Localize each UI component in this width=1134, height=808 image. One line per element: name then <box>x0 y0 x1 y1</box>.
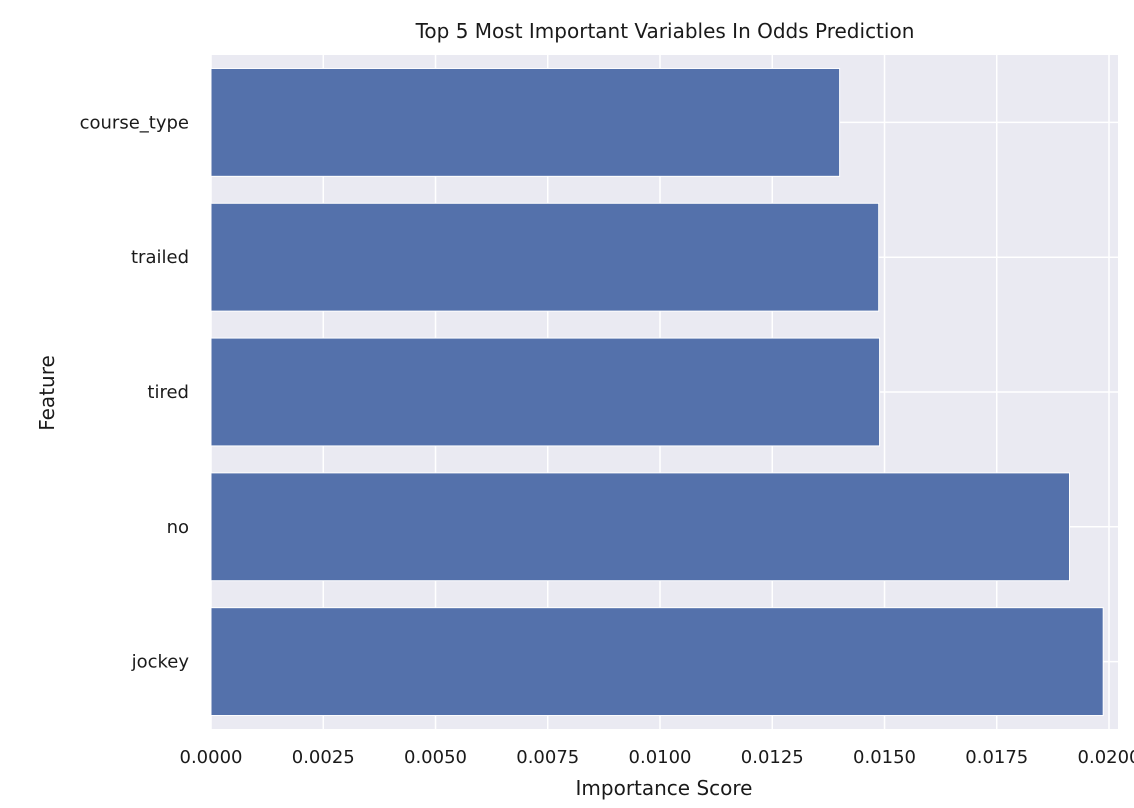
bar-trailed <box>210 202 880 312</box>
x-tick-label: 0.0125 <box>741 747 804 768</box>
y-tick-label: no <box>167 517 189 538</box>
y-tick-label: trailed <box>131 247 189 268</box>
x-tick-label: 0.0025 <box>292 747 355 768</box>
bar-no <box>210 472 1071 582</box>
x-tick-label: 0.0200 <box>1078 747 1134 768</box>
bar-jockey <box>210 607 1104 717</box>
bar-tired <box>210 337 881 447</box>
x-tick-label: 0.0075 <box>516 747 579 768</box>
y-tick-label: tired <box>147 382 189 403</box>
x-tick-label: 0.0000 <box>180 747 243 768</box>
x-tick-label: 0.0150 <box>853 747 916 768</box>
bar-course-type <box>210 67 841 177</box>
x-tick-label: 0.0050 <box>404 747 467 768</box>
y-axis-label: Feature <box>35 355 59 431</box>
bars <box>210 67 1104 717</box>
y-tick-label: jockey <box>131 652 190 673</box>
chart-title: Top 5 Most Important Variables In Odds P… <box>415 19 915 43</box>
x-axis-label: Importance Score <box>576 776 753 800</box>
x-tick-label: 0.0100 <box>629 747 692 768</box>
y-tick-label: course_type <box>80 112 189 133</box>
x-tick-labels: 0.0000 0.0025 0.0050 0.0075 0.0100 0.0125 0.01… <box>180 747 1134 768</box>
x-tick-label: 0.0175 <box>965 747 1028 768</box>
